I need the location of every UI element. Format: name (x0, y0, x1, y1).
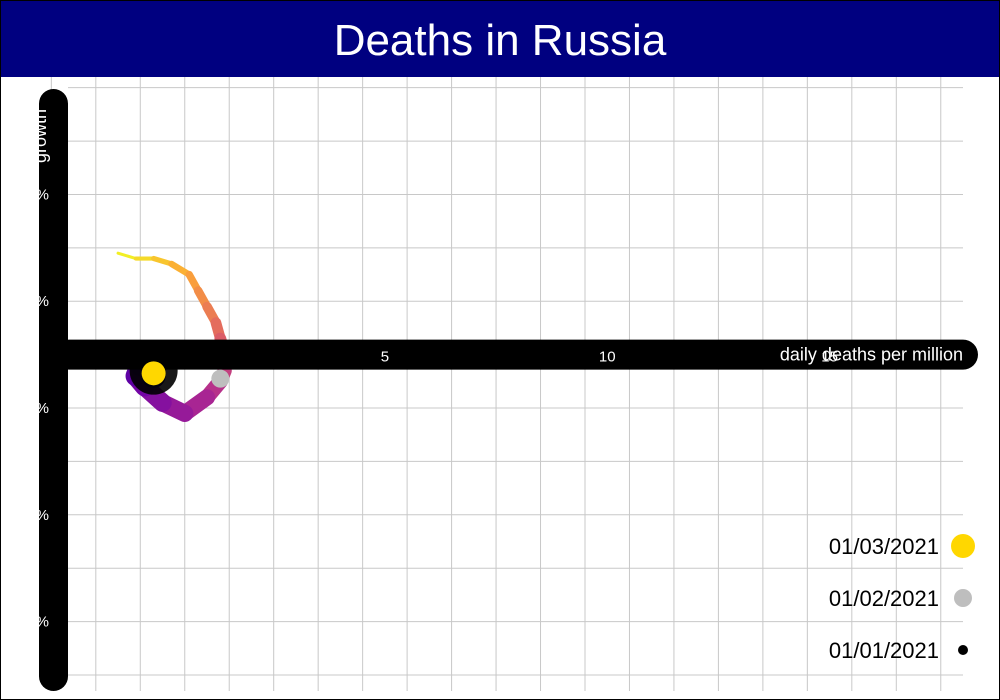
legend-marker (951, 534, 975, 558)
x-tick-label: 10 (599, 349, 616, 366)
chart-header: Deaths in Russia (1, 1, 999, 77)
x-tick-label: 5 (381, 349, 389, 366)
y-axis-bar (39, 89, 68, 691)
legend-label: 01/01/2021 (829, 638, 939, 663)
point-01-02-2021 (211, 369, 230, 388)
legend-label: 01/03/2021 (829, 534, 939, 559)
x-axis-label: daily deaths per million (780, 345, 963, 365)
grid (50, 77, 963, 691)
point-01-03-2021 (141, 361, 166, 386)
y-tick-label: -5% (22, 614, 49, 631)
legend: 01/03/2021 01/02/2021 01/01/2021 (829, 534, 975, 663)
legend-marker (958, 645, 968, 655)
y-tick-label: 1% (27, 293, 49, 310)
x-tick-label: 15 (821, 349, 838, 366)
y-axis-label: growth (30, 109, 50, 163)
points (129, 346, 230, 395)
y-tick-label: -1% (22, 400, 49, 417)
trajectory (116, 251, 232, 423)
x-axis-bar (54, 339, 978, 370)
chart-title: Deaths in Russia (333, 16, 667, 65)
trajectory-segment (116, 251, 138, 261)
legend-label: 01/02/2021 (829, 586, 939, 611)
legend-marker (954, 589, 972, 607)
y-tick-label: 3% (27, 186, 49, 203)
y-tick-label: -3% (22, 507, 49, 524)
